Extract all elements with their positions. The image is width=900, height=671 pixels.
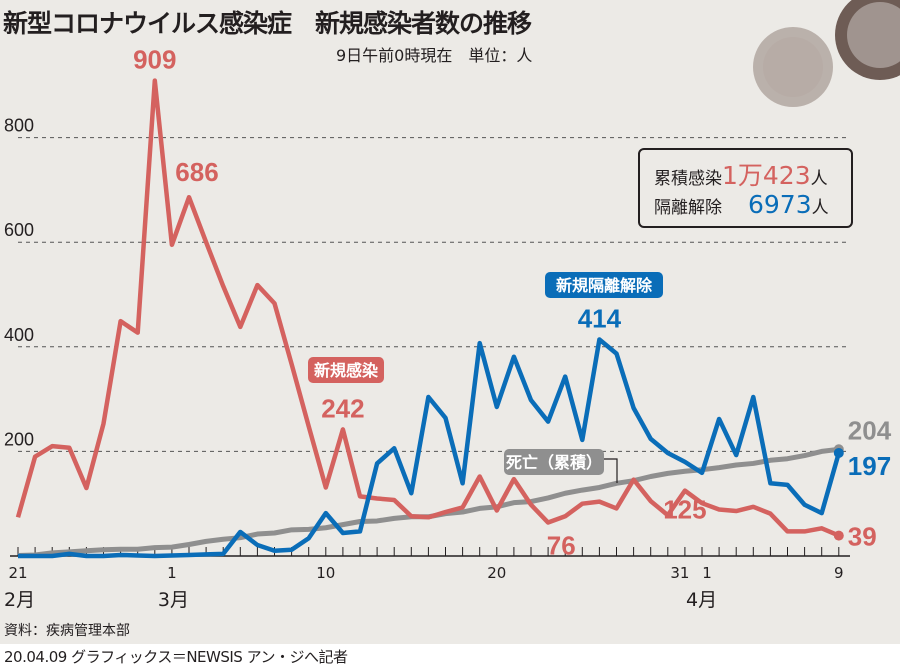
released-value: 6973 xyxy=(748,190,812,219)
data-label: 204 xyxy=(848,415,892,445)
summary-box: 累積感染1万423人 隔離解除 6973人 xyxy=(638,148,853,228)
data-label: 686 xyxy=(175,157,218,187)
data-label: 242 xyxy=(321,393,364,423)
data-label: 414 xyxy=(578,303,622,333)
credit-line: 20.04.09 グラフィックス＝NEWSIS アン・ジへ記者 xyxy=(4,648,348,666)
month-label: 3月 xyxy=(158,589,189,611)
series-end-point xyxy=(833,530,844,541)
y-tick-label: 400 xyxy=(4,325,34,345)
y-tick-label: 800 xyxy=(4,116,34,136)
x-tick-label: 20 xyxy=(487,564,506,582)
chart-subtitle: 9日午前0時現在 単位：人 xyxy=(336,46,533,65)
x-tick-label: 31 xyxy=(670,564,689,582)
cumulative-value: 1万423 xyxy=(722,161,811,190)
series-name-label: 新規隔離解除 xyxy=(556,276,653,295)
series-line xyxy=(17,446,840,558)
cumulative-label: 累積感染 xyxy=(654,169,722,189)
series-line xyxy=(15,78,840,538)
virus-illustration xyxy=(753,0,900,107)
released-label: 隔離解除 xyxy=(654,198,722,218)
series-end-point xyxy=(833,447,844,458)
series-name-label: 死亡（累積） xyxy=(506,453,602,472)
x-tick-label: 21 xyxy=(8,564,27,582)
data-label: 76 xyxy=(547,530,576,560)
unit-label: 人 xyxy=(810,169,828,189)
unit-label: 人 xyxy=(811,198,829,218)
x-tick-label: 1 xyxy=(702,564,712,582)
series-name-tag xyxy=(545,272,663,298)
series-name-label: 新規感染 xyxy=(314,361,379,380)
chart-title: 新型コロナウイルス感染症 新規感染者数の推移 xyxy=(3,9,532,38)
footer-strip xyxy=(0,644,900,671)
source-note: 資料：疾病管理本部 xyxy=(4,623,130,639)
data-label: 125 xyxy=(663,495,706,525)
series-line xyxy=(18,337,841,559)
x-tick-label: 1 xyxy=(167,564,177,582)
y-tick-label: 600 xyxy=(4,220,34,240)
month-label: 2月 xyxy=(4,589,35,611)
data-label: 39 xyxy=(848,522,877,552)
series-name-tag xyxy=(504,449,604,475)
label-leader-line xyxy=(604,458,618,483)
x-tick-label: 9 xyxy=(834,564,844,582)
month-label: 4月 xyxy=(686,589,717,611)
y-tick-label: 200 xyxy=(4,429,34,449)
data-label: 197 xyxy=(848,451,891,481)
x-tick-label: 10 xyxy=(316,564,335,582)
data-label: 909 xyxy=(133,45,176,75)
series-name-tag xyxy=(308,357,384,383)
